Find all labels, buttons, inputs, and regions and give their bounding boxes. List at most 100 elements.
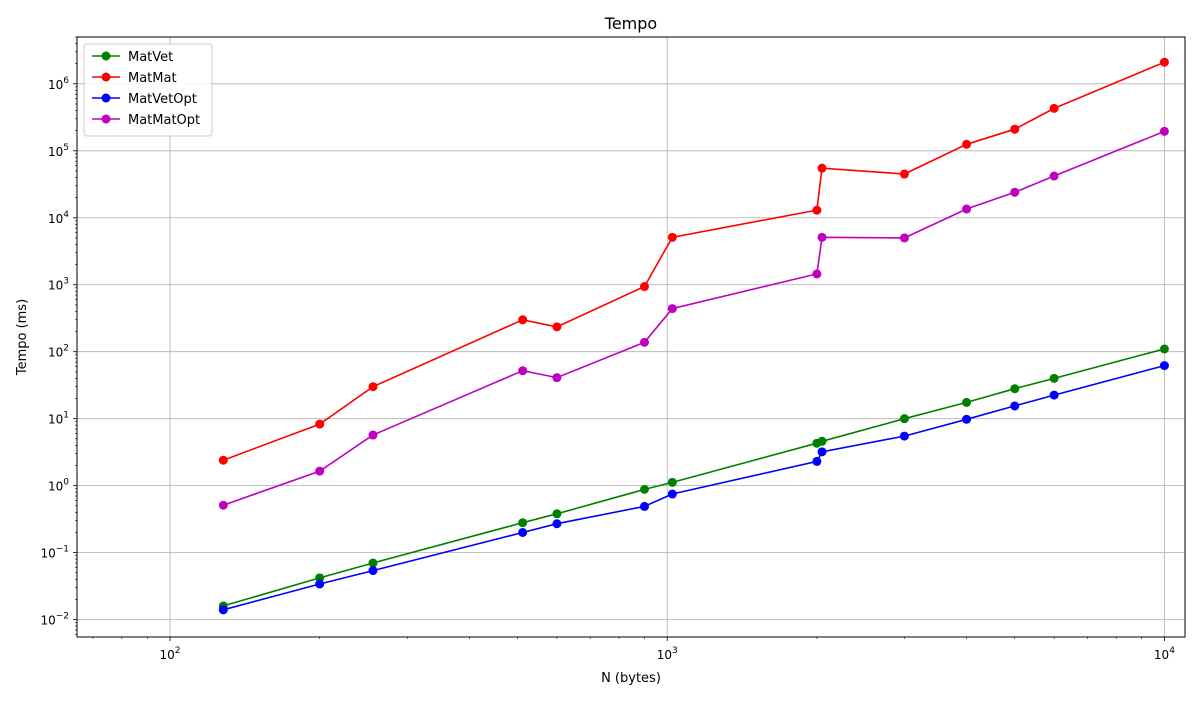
data-point: [518, 315, 528, 325]
y-tick-exponent: 4: [63, 210, 69, 220]
data-point: [962, 204, 972, 214]
y-tick-label: 102: [48, 344, 69, 360]
y-tick-base: 10: [48, 413, 63, 427]
y-tick-exponent: 5: [63, 143, 69, 153]
legend-item: MatMat: [92, 71, 177, 86]
chart-title: Tempo: [604, 14, 657, 33]
plot-frame: [76, 36, 1186, 638]
data-point: [639, 282, 649, 292]
series-layer: [218, 57, 1169, 615]
y-tick-label: 100: [48, 478, 69, 494]
data-point: [368, 558, 378, 568]
data-point: [812, 269, 822, 279]
legend-box: [83, 43, 213, 137]
data-point: [1159, 344, 1169, 354]
y-tick-exponent: 6: [63, 76, 69, 86]
y-tick-label: 10−1: [40, 545, 69, 561]
x-tick-exponent: 2: [175, 646, 181, 656]
data-point: [1159, 57, 1169, 67]
y-tick-exponent: 1: [63, 411, 69, 421]
data-point: [812, 205, 822, 215]
y-tick-label: 106: [48, 76, 69, 92]
x-tick-exponent: 3: [672, 646, 678, 656]
legend-item: MatVetOpt: [92, 92, 197, 107]
data-point: [899, 169, 909, 179]
series-matmatopt: [218, 126, 1169, 510]
y-tick-exponent: 0: [63, 478, 69, 488]
series-line: [223, 61, 1165, 461]
data-point: [962, 139, 972, 149]
legend-marker: [101, 93, 111, 103]
x-axis-label: N (bytes): [601, 671, 661, 686]
legend-marker: [101, 72, 111, 82]
y-tick-label: 10−2: [40, 612, 69, 628]
data-point: [962, 414, 972, 424]
data-point: [218, 455, 228, 465]
data-point: [1010, 187, 1020, 197]
data-point: [639, 484, 649, 494]
data-point: [368, 382, 378, 392]
y-tick-base: 10: [48, 480, 63, 494]
data-point: [667, 477, 677, 487]
y-tick-label: 105: [48, 143, 69, 159]
data-point: [1159, 361, 1169, 371]
legend-marker: [101, 114, 111, 124]
y-tick-base: 10: [48, 212, 63, 226]
data-point: [899, 233, 909, 243]
data-point: [315, 579, 325, 589]
data-point: [817, 232, 827, 242]
legend-marker: [101, 51, 111, 61]
y-tick-base: 10: [48, 145, 63, 159]
data-point: [1010, 124, 1020, 134]
data-point: [1049, 103, 1059, 113]
data-point: [667, 304, 677, 314]
series-line: [223, 364, 1165, 611]
data-point: [518, 366, 528, 376]
data-point: [812, 456, 822, 466]
y-tick-base: 10: [40, 614, 55, 628]
data-point: [1159, 126, 1169, 136]
data-point: [315, 466, 325, 476]
data-point: [368, 566, 378, 576]
y-tick-label: 103: [48, 277, 69, 293]
data-point: [552, 373, 562, 383]
data-point: [667, 489, 677, 499]
y-tick-exponent: 2: [63, 344, 69, 354]
data-point: [1010, 384, 1020, 394]
data-point: [899, 431, 909, 441]
data-point: [518, 527, 528, 537]
legend: MatVet MatMat MatVetOpt MatMatOpt: [83, 43, 213, 137]
data-point: [639, 337, 649, 347]
legend-label: MatMat: [128, 71, 177, 86]
y-tick-base: 10: [48, 346, 63, 360]
data-point: [962, 397, 972, 407]
grid-lines: [77, 37, 1185, 637]
legend-item: MatVet: [92, 50, 173, 65]
data-point: [667, 232, 677, 242]
data-point: [315, 419, 325, 429]
legend-label: MatVetOpt: [128, 92, 197, 107]
y-tick-label: 104: [48, 210, 69, 226]
data-point: [552, 519, 562, 529]
series-line: [223, 130, 1165, 506]
data-point: [218, 605, 228, 615]
series-matvetopt: [218, 361, 1169, 615]
data-point: [552, 509, 562, 519]
y-tick-exponent: −1: [56, 545, 69, 555]
y-tick-exponent: 3: [63, 277, 69, 287]
x-tick-exponent: 4: [1169, 646, 1175, 656]
y-tick-base: 10: [40, 547, 55, 561]
data-point: [552, 322, 562, 332]
data-point: [1049, 390, 1059, 400]
y-axis-label: Tempo (ms): [15, 299, 30, 376]
data-point: [1010, 401, 1020, 411]
data-point: [518, 518, 528, 528]
data-point: [1049, 373, 1059, 383]
data-point: [817, 447, 827, 457]
legend-item: MatMatOpt: [92, 113, 200, 128]
data-point: [639, 501, 649, 511]
y-tick-base: 10: [48, 78, 63, 92]
legend-label: MatVet: [128, 50, 173, 65]
